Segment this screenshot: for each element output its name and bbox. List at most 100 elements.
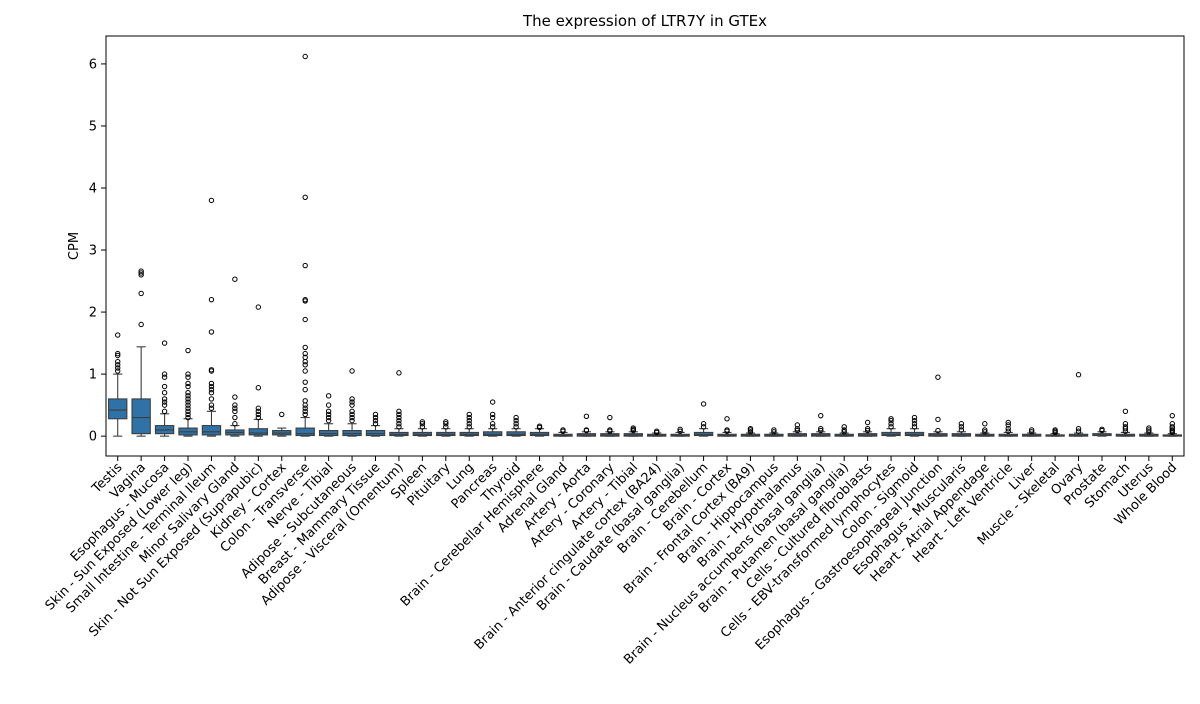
outlier-point [232,421,238,427]
y-tick-label: 1 [89,368,97,383]
box-group [201,197,222,437]
outlier-point [325,417,332,424]
outlier-point [1005,422,1011,428]
outlier-point [911,424,918,430]
outlier-point [115,332,121,338]
outlier-point [607,427,613,433]
outlier-point [1122,426,1129,432]
outlier-point [349,414,355,421]
outlier-point [536,423,543,429]
box-group [1045,427,1065,437]
outlier-point [185,371,191,377]
box-group [529,423,550,437]
outlier-point [161,402,168,408]
outlier-point [1146,425,1152,431]
box-iqr [108,398,128,420]
outlier-point [747,426,754,432]
outlier-point [232,394,238,400]
outlier-point [911,417,918,424]
outlier-point [1122,408,1129,415]
outlier-point [208,197,215,204]
outlier-point [419,421,426,427]
outlier-point [302,411,308,418]
outlier-point [1169,424,1175,430]
outlier-point [185,383,191,390]
outlier-point [466,421,472,427]
box-group [412,419,433,437]
outlier-point [208,329,215,335]
box-group [1021,427,1042,437]
box-iqr [506,431,526,437]
box-group [1068,372,1089,437]
outlier-point [911,421,918,427]
outlier-point [677,428,683,434]
outlier-point [1146,429,1152,435]
outlier-point [841,429,847,435]
outlier-point [302,359,308,365]
outlier-point [161,340,168,346]
outlier-point [489,421,496,427]
box-iqr [131,398,151,435]
outlier-point [138,272,144,278]
box-group [928,374,948,437]
outlier-point [864,426,871,432]
outlier-point [700,421,707,427]
outlier-point [325,408,332,415]
outlier-point [583,413,590,419]
box-iqr [201,425,222,436]
outlier-point [208,402,215,408]
outlier-point [302,316,308,323]
outlier-point [185,408,191,415]
outlier-point [302,53,308,60]
outlier-point [1075,426,1082,432]
box-group [717,416,737,437]
box-group [811,412,831,437]
outlier-point [302,398,308,404]
box-iqr [248,428,269,436]
outlier-point [115,350,121,357]
box-iqr [365,430,386,437]
outlier-point [396,417,402,424]
box-group [951,421,972,437]
outlier-point [747,429,754,435]
outlier-point [982,429,988,435]
outlier-point [232,414,238,421]
box-group [365,411,386,437]
y-axis-label: CPM [67,232,82,260]
outlier-point [115,362,121,368]
outlier-point [794,422,801,428]
box-group [647,428,667,437]
outlier-point [1169,412,1175,419]
outlier-point [208,386,215,393]
outlier-point [349,417,355,424]
outlier-point [208,367,215,373]
outlier-point [888,424,894,430]
outlier-point [138,270,144,276]
outlier-point [700,424,707,430]
box-iqr [295,427,315,437]
outlier-point [302,386,308,393]
outlier-point [700,401,707,407]
outlier-point [888,417,894,424]
outlier-point [185,411,191,418]
outlier-point [1075,372,1082,378]
outlier-point [185,399,191,405]
box-group [553,427,573,437]
outlier-point [302,405,308,411]
outlier-point [138,290,144,297]
outlier-point [302,368,308,374]
outlier-point [396,408,402,415]
box-group [576,413,597,437]
outlier-point [466,424,472,430]
outlier-point [443,424,449,430]
outlier-point [161,383,168,390]
outlier-point [185,374,191,380]
outlier-point [888,421,894,427]
outlier-point [372,421,379,427]
box-group [459,411,479,437]
outlier-point [372,411,379,418]
outlier-point [1122,421,1129,427]
outlier-point [255,385,262,391]
box-group [1092,426,1112,437]
box-group [787,422,808,437]
